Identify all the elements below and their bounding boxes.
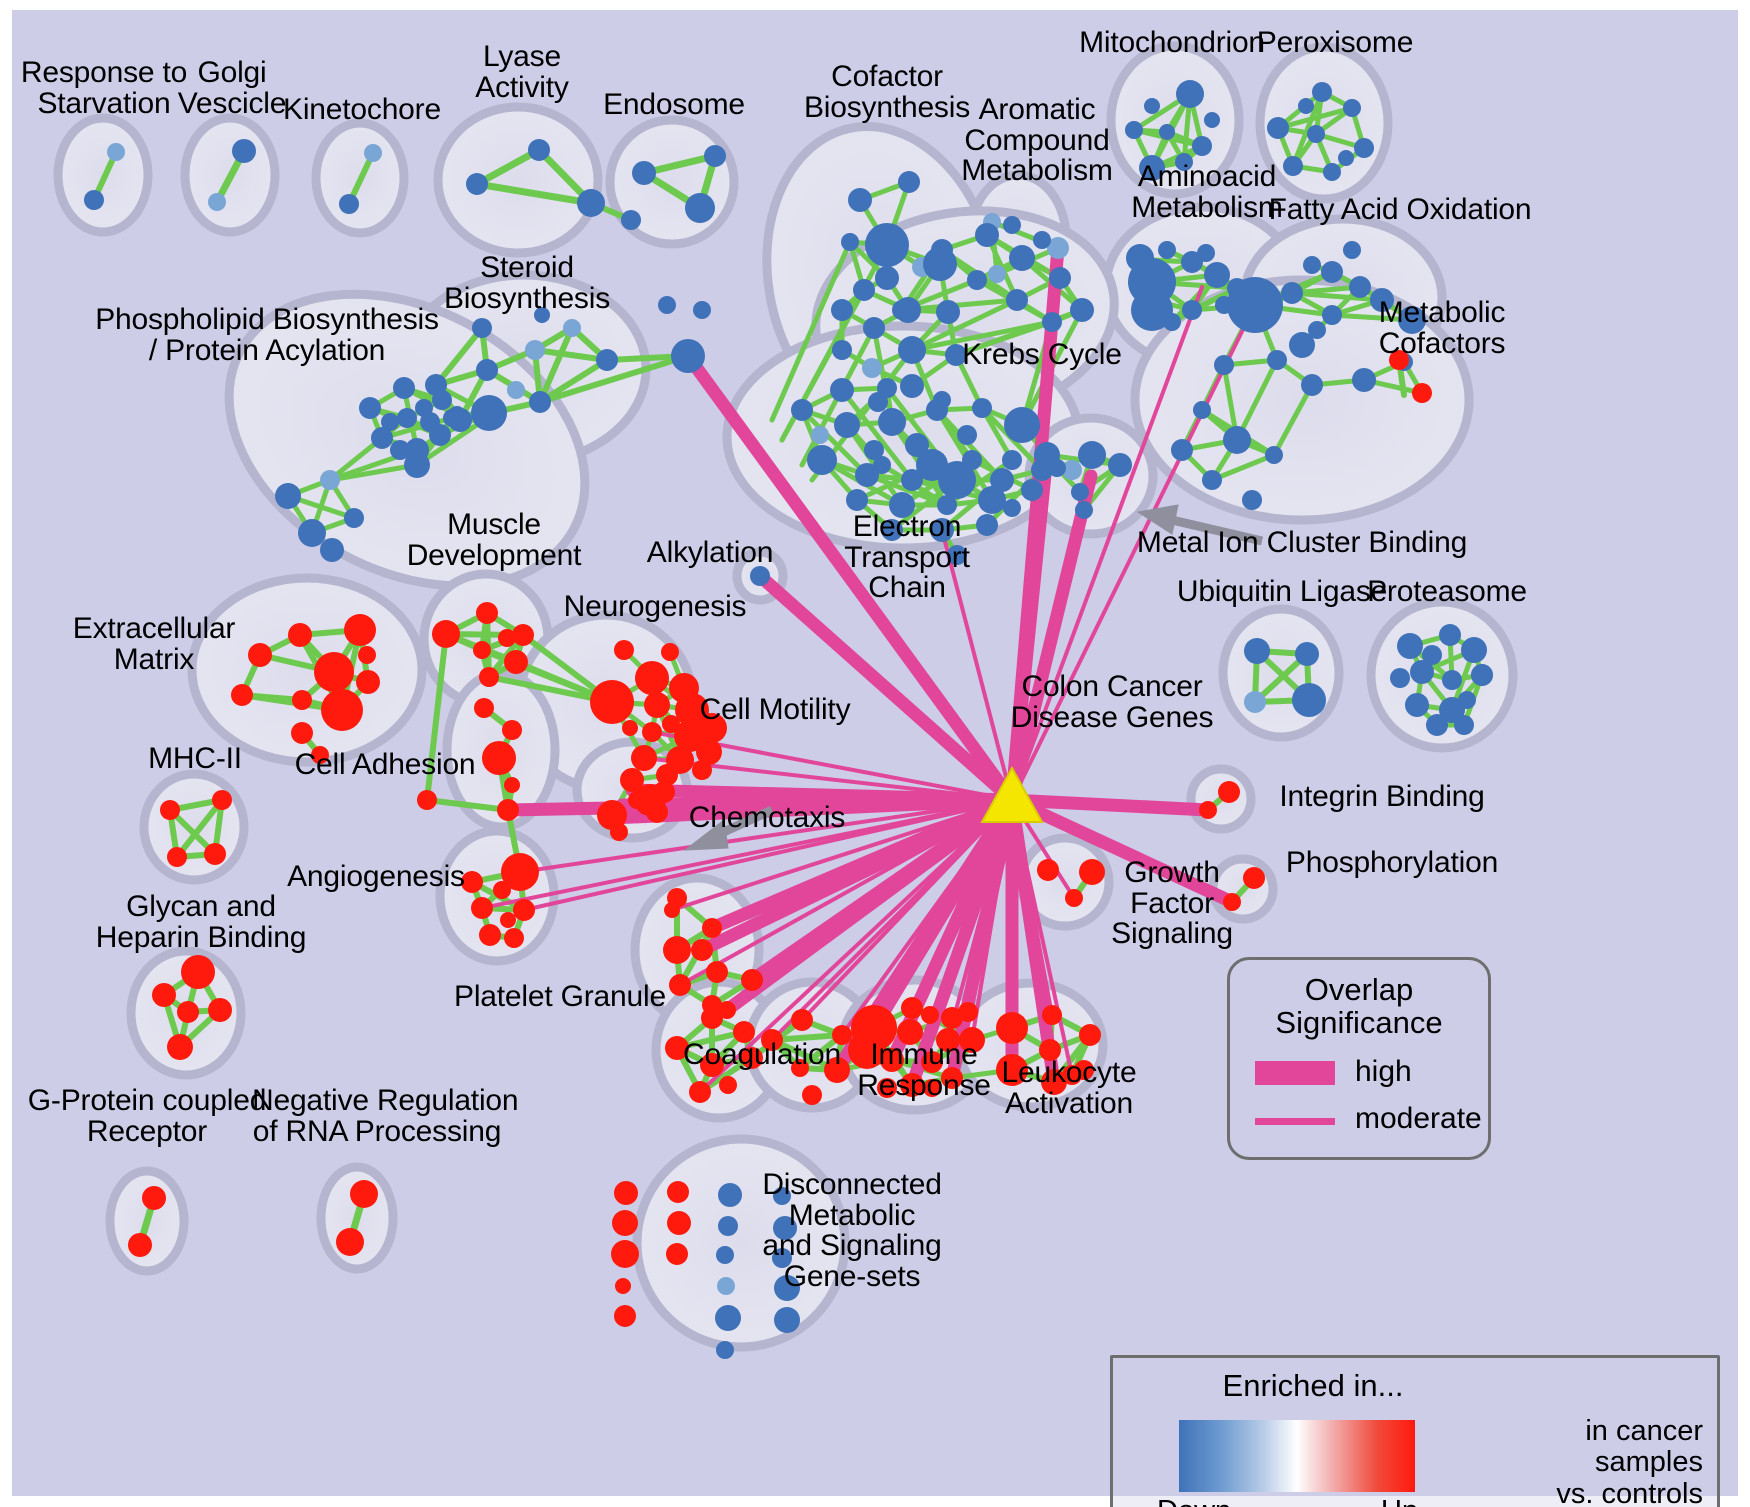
cluster-label-metal-ion-cluster-binding: Metal Ion Cluster Binding [1136,526,1468,559]
cluster-label-disconnected-gene-sets: Disconnected Metabolic and Signaling Gen… [762,1168,942,1293]
cluster-label-endosome: Endosome [603,88,745,121]
cluster-label-mitochondrion: Mitochondrion [1079,26,1265,59]
cluster-label-aromatic-compound-metabolism: Aromatic Compound Metabolism [961,93,1113,188]
cluster-label-growth-factor-signaling: Growth Factor Signaling [1111,856,1233,951]
cluster-label-cofactor-biosynthesis: Cofactor Biosynthesis [803,60,970,124]
cluster-label-ubiquitin-ligase: Ubiquitin Ligase [1176,575,1388,608]
legend-enriched-title: Enriched in... [1222,1368,1404,1403]
cluster-label-proteasome: Proteasome [1367,575,1527,608]
cluster-label-neurogenesis: Neurogenesis [563,590,747,623]
cluster-ellipse-mhc-ii[interactable] [139,769,249,885]
legend-swatch-high [1255,1061,1335,1085]
cluster-label-electron-transport-chain: Electron Transport Chain [844,510,970,605]
cluster-label-immune-response: Immune Response [857,1038,991,1102]
cluster-label-aminoacid-metabolism: Aminoacid Metabolism [1131,160,1283,224]
pointer-arrow-metal-ion-cluster-binding [1136,504,1264,546]
cluster-label-lyase-activity: Lyase Activity [475,40,569,104]
legend-swatch-moderate [1255,1118,1335,1125]
cluster-label-cell-adhesion: Cell Adhesion [294,748,476,781]
cluster-label-alkylation: Alkylation [646,536,774,569]
cluster-label-kinetochore: Kinetochore [283,93,441,126]
cluster-label-extracellular-matrix: Extracellular Matrix [72,612,236,676]
cluster-label-phosphorylation: Phosphorylation [1285,846,1499,879]
cluster-ellipse-lyase-activity[interactable] [433,102,603,258]
cluster-label-cell-motility: Cell Motility [699,693,851,726]
hub-edge-moderate [480,285,1257,1094]
network-canvas: Response to Starvation Golgi Vescicle Ki… [12,10,1738,1507]
cluster-label-glycan-heparin-binding: Glycan and Heparin Binding [95,890,307,954]
cluster-label-platelet-granule: Platelet Granule [454,980,666,1013]
nodes-up [128,602,1265,1327]
cluster-label-negative-regulation-rna-processing: Negative Regulation of RNA Processing [252,1084,519,1148]
cluster-label-peroxisome: Peroxisome [1256,26,1414,59]
cluster-label-coagulation: Coagulation [683,1038,841,1071]
cluster-label-mhc-ii: MHC-II [148,742,242,775]
cluster-label-fatty-acid-oxidation: Fatty Acid Oxidation [1268,193,1532,226]
legend-label-high: high [1355,1055,1412,1088]
hub-edges [480,241,1257,1094]
legend-overlap-title: Overlap Significance [1275,972,1443,1040]
pointer-arrow-cell-motility [683,805,774,851]
cluster-label-golgi-vescicle: Golgi Vescicle [177,56,287,120]
legend-overlap-significance: Overlap Significance high moderate [1227,957,1491,1160]
cluster-label-metabolic-cofactors: Metabolic Cofactors [1378,296,1506,360]
legend-enriched-in: Enriched in... Down Up in cancer samples… [1110,1355,1720,1507]
pointer-arrows [683,504,1264,851]
hub-node-colon-cancer-disease-genes[interactable] [980,765,1044,823]
legend-color-gradient-bar [1179,1420,1415,1492]
legend-label-enriched-side: in cancer samples vs. controls [1556,1415,1703,1507]
hub-label-colon-cancer-disease-genes: Colon Cancer Disease Genes [1010,670,1214,734]
cluster-label-response-to-starvation: Response to Starvation [20,56,188,120]
network-svg [53,41,1518,1359]
cluster-label-integrin-binding: Integrin Binding [1279,780,1485,813]
cluster-label-angiogenesis: Angiogenesis [287,860,465,893]
cluster-label-phospholipid-biosynthesis: Phospholipid Biosynthesis / Protein Acyl… [95,303,439,367]
cluster-label-krebs-cycle: Krebs Cycle [962,338,1122,371]
cluster-label-muscle-development: Muscle Development [406,508,582,572]
cluster-label-g-protein-coupled-receptor: G-Protein coupled Receptor [27,1084,267,1148]
legend-label-up: Up [1381,1495,1418,1507]
cluster-label-chemotaxis: Chemotaxis [688,801,846,834]
gene-nodes [84,80,1493,1359]
cluster-label-steroid-biosynthesis: Steroid Biosynthesis [443,251,610,315]
legend-label-down: Down [1157,1495,1231,1507]
legend-label-moderate: moderate [1355,1102,1482,1135]
cluster-label-leukocyte-activation: Leukocyte Activation [1001,1056,1137,1120]
nodes-down [84,80,1493,1359]
